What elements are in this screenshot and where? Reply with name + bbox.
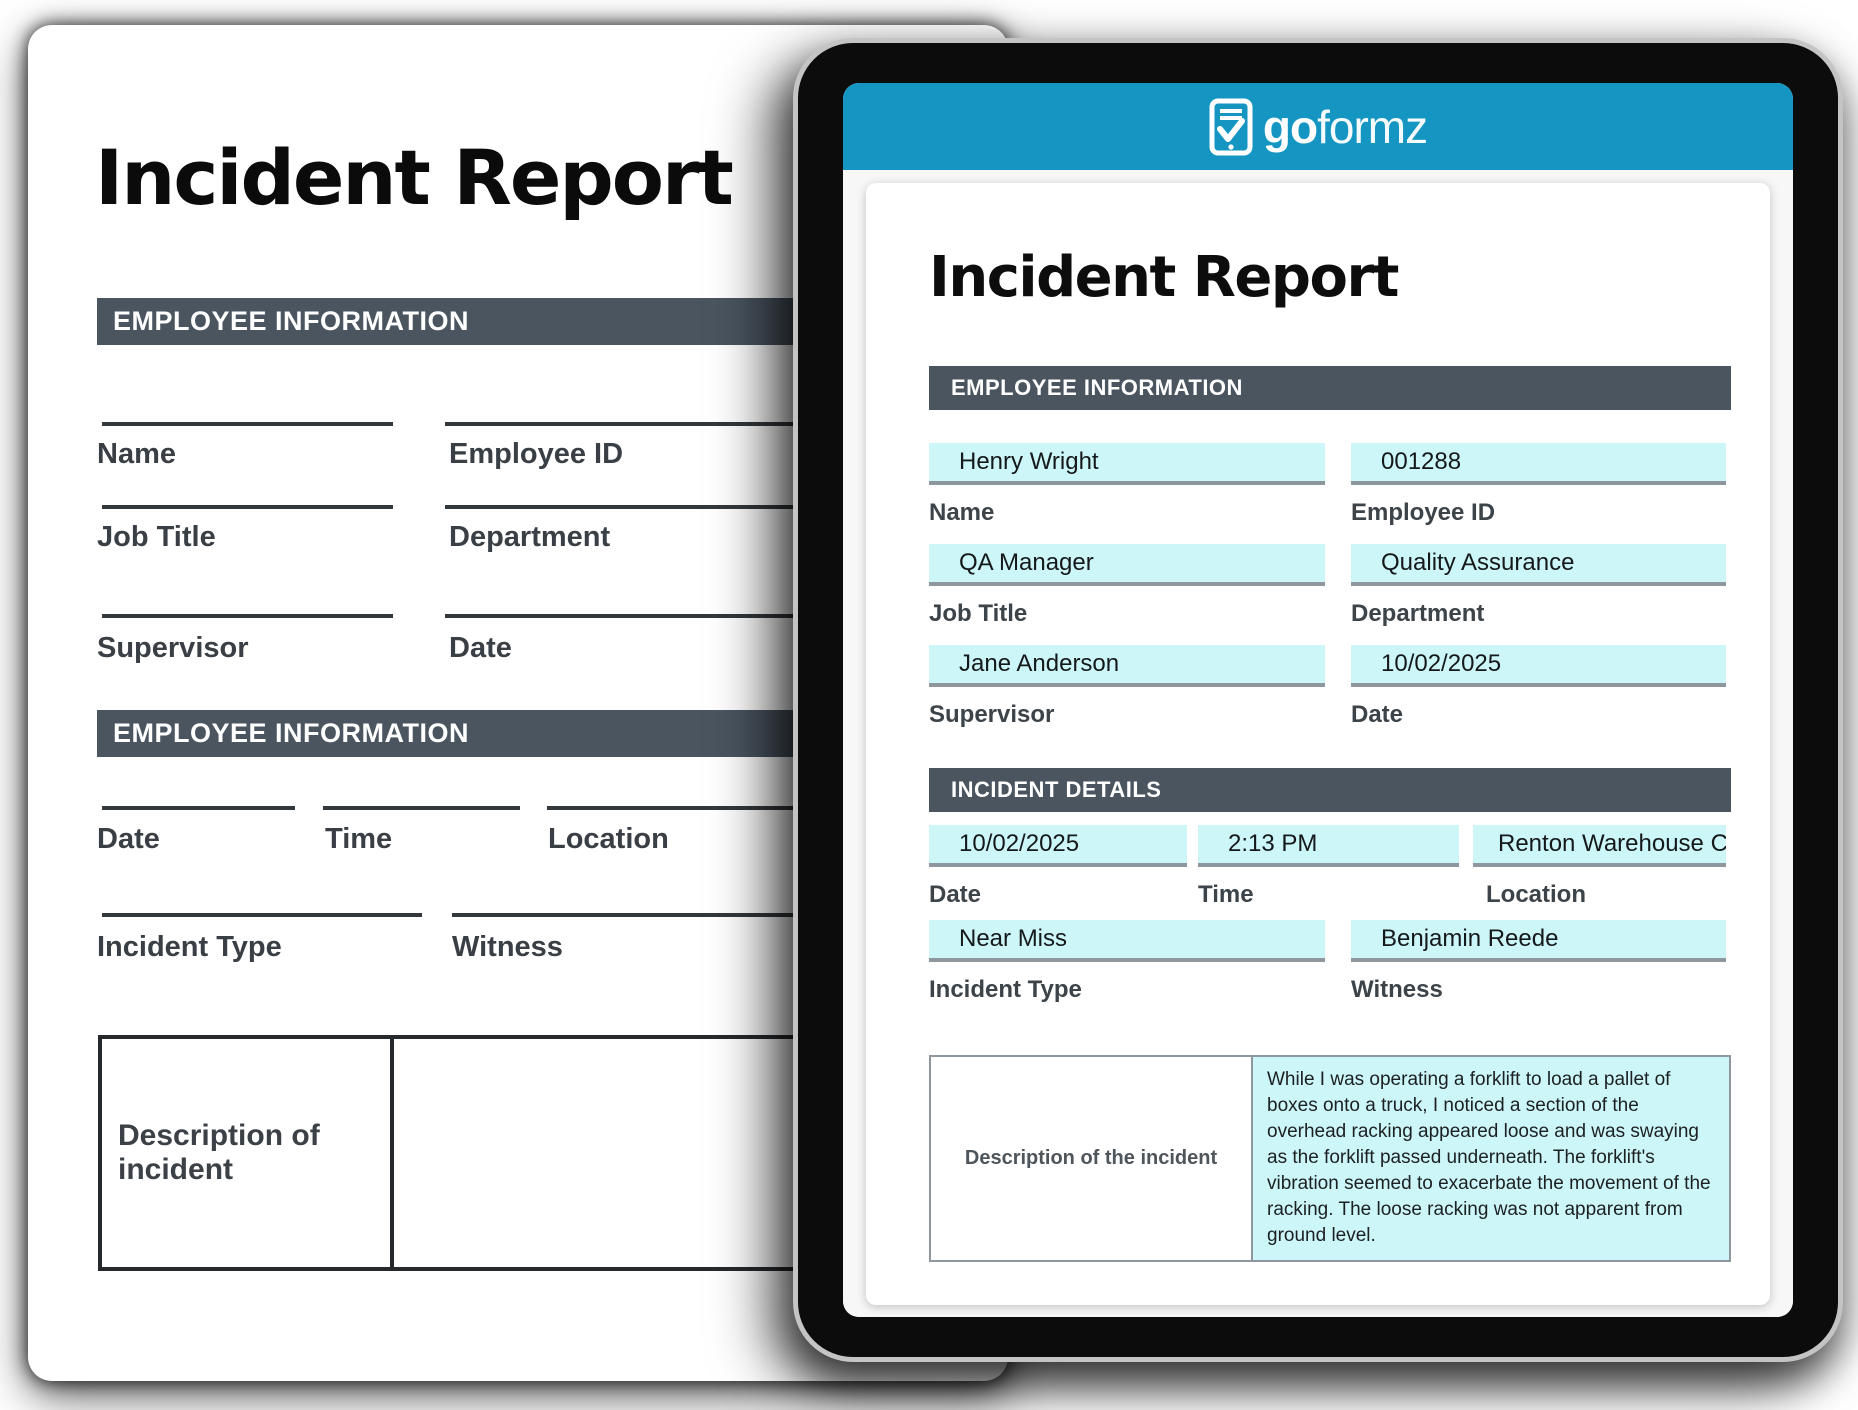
tablet-device: goformz Incident Report EMPLOYEE INFORMA… [793,38,1843,1362]
label-incident-type: Incident Type [929,976,1082,1003]
blank-line [102,505,393,509]
label-incident-location: Location [1486,881,1586,908]
field-department[interactable]: Quality Assurance [1351,544,1726,586]
paper-description-label: Description of incident [102,1039,394,1267]
field-employee-id[interactable]: 001288 [1351,443,1726,485]
logo-formz: formz [1317,100,1428,153]
field-witness[interactable]: Benjamin Reede [1351,920,1726,962]
label-date-employee: Date [1351,701,1404,728]
label-witness: Witness [1351,976,1443,1003]
field-incident-date[interactable]: 10/02/2025 [929,825,1187,867]
description-table: Description of the incident While I was … [929,1055,1731,1262]
blank-line [445,422,835,426]
paper-label-time: Time [325,823,393,855]
blank-line [323,806,520,810]
label-incident-date: Date [929,881,982,908]
form-title: Incident Report [929,245,1399,310]
paper-label-witness: Witness [452,931,563,963]
paper-label-supervisor: Supervisor [97,632,249,664]
paper-label-location: Location [548,823,669,855]
field-date-employee[interactable]: 10/02/2025 [1351,645,1726,687]
blank-line [102,913,422,917]
blank-line [547,806,835,810]
paper-label-employee-id: Employee ID [449,438,624,470]
field-incident-location[interactable]: Renton Warehouse C [1473,825,1726,867]
blank-line [452,913,835,917]
paper-label-incident-type: Incident Type [97,931,282,963]
app-header: goformz [843,83,1793,170]
label-department: Department [1351,600,1485,627]
field-name[interactable]: Henry Wright [929,443,1325,485]
section-header-incident-details: INCIDENT DETAILS [929,768,1731,812]
description-label: Description of the incident [931,1057,1253,1260]
blank-line [445,505,835,509]
label-supervisor: Supervisor [929,701,1055,728]
label-job-title: Job Title [929,600,1028,627]
app-body: Incident Report EMPLOYEE INFORMATION Hen… [843,170,1793,1317]
paper-label-department: Department [449,521,611,553]
paper-label-name: Name [97,438,176,470]
blank-line [445,614,835,618]
paper-label-job-title: Job Title [97,521,216,553]
goformz-logo-text: goformz [1262,100,1428,153]
section-header-employee-information: EMPLOYEE INFORMATION [929,366,1731,410]
logo-go: go [1262,100,1318,153]
blank-line [102,422,393,426]
field-job-title[interactable]: QA Manager [929,544,1325,586]
paper-description-table: Description of incident [98,1035,974,1271]
field-supervisor[interactable]: Jane Anderson [929,645,1325,687]
paper-label-date: Date [449,632,512,664]
paper-label-date2: Date [97,823,160,855]
label-employee-id: Employee ID [1351,499,1496,526]
goformz-logo-icon [1209,98,1253,156]
form-card: Incident Report EMPLOYEE INFORMATION Hen… [866,183,1770,1305]
field-incident-type[interactable]: Near Miss [929,920,1325,962]
paper-form-title: Incident Report [95,133,734,222]
tablet-screen: goformz Incident Report EMPLOYEE INFORMA… [843,83,1793,1317]
field-incident-time[interactable]: 2:13 PM [1198,825,1459,867]
blank-line [102,806,295,810]
description-value-field[interactable]: While I was operating a forklift to load… [1253,1057,1729,1260]
label-incident-time: Time [1198,881,1254,908]
blank-line [102,614,393,618]
label-name: Name [929,499,995,526]
